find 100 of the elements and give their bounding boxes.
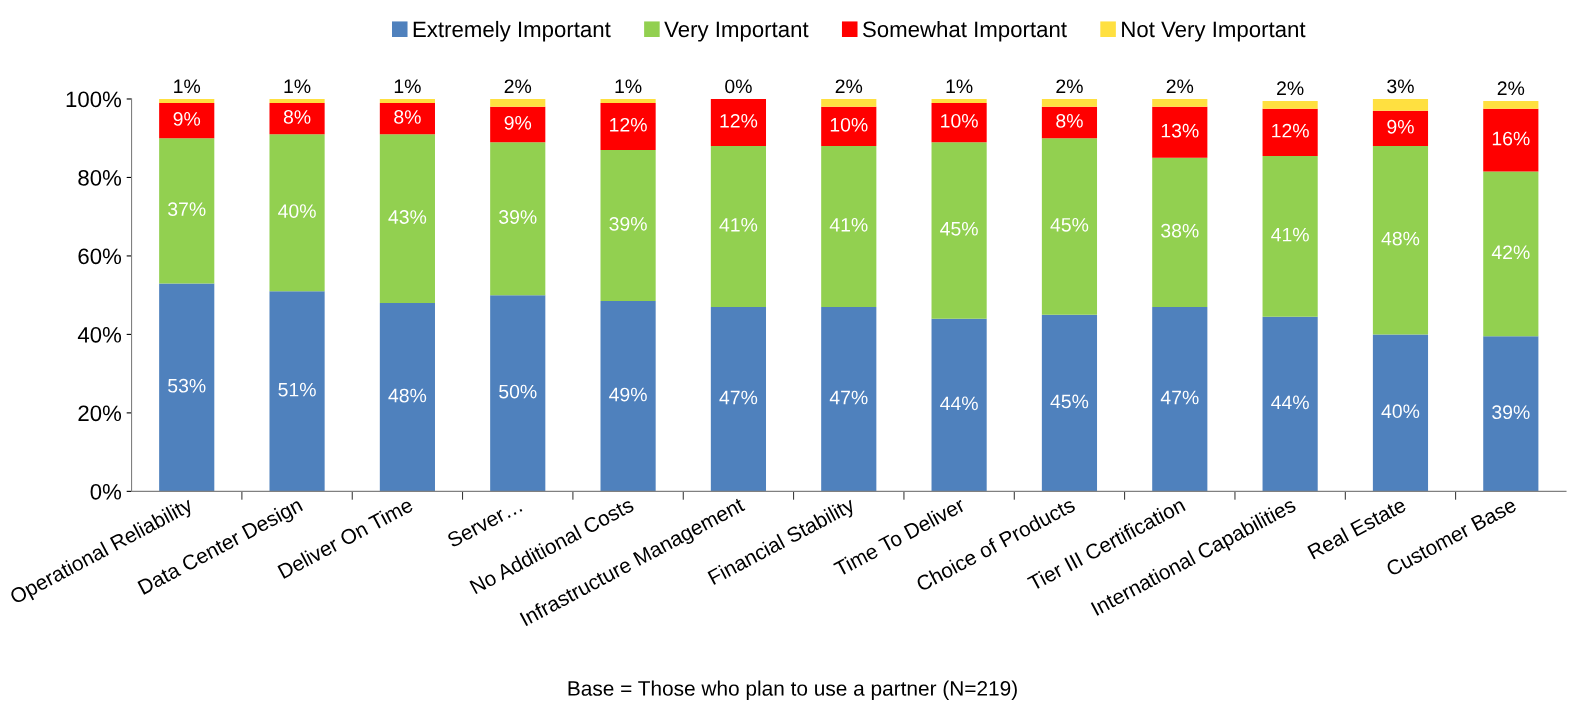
data-label: 42% xyxy=(1491,245,1530,260)
y-tick-label: 0% xyxy=(90,483,122,500)
data-label: 49% xyxy=(609,387,647,402)
bar xyxy=(1483,108,1539,172)
data-label: 2% xyxy=(1166,79,1194,94)
bar xyxy=(710,306,767,492)
data-label: 53% xyxy=(168,378,206,393)
bar xyxy=(821,106,877,147)
bar xyxy=(1483,171,1539,337)
data-label: 43% xyxy=(388,210,427,224)
bar xyxy=(1372,98,1429,111)
bar xyxy=(1152,306,1208,492)
data-label: 51% xyxy=(278,382,316,397)
bar xyxy=(821,146,877,307)
bar xyxy=(159,98,215,103)
bar xyxy=(159,102,215,139)
bar xyxy=(159,138,215,284)
bar xyxy=(159,283,215,492)
bar xyxy=(1483,100,1539,109)
bar xyxy=(931,318,987,492)
bar xyxy=(931,98,987,103)
data-label: 47% xyxy=(719,390,758,405)
bar xyxy=(490,106,546,143)
data-label: 48% xyxy=(388,388,427,403)
data-label: 8% xyxy=(394,110,421,124)
legend-label: Somewhat Important xyxy=(862,20,1067,42)
y-tick-label: 20% xyxy=(78,405,122,422)
y-tick-label: 60% xyxy=(78,248,122,265)
bar xyxy=(269,134,325,292)
text: Base = Those who plan to use a partner (N=219) xyxy=(568,680,1017,700)
bar xyxy=(1041,106,1098,139)
data-label: 38% xyxy=(1161,223,1199,238)
bar xyxy=(1262,155,1318,317)
data-label: 45% xyxy=(1050,394,1089,409)
data-label: 12% xyxy=(610,117,647,132)
data-label: 12% xyxy=(1272,123,1309,138)
data-label: 2% xyxy=(504,79,532,94)
bar xyxy=(490,295,546,492)
bar xyxy=(600,98,656,103)
bar xyxy=(269,102,325,135)
data-label: 48% xyxy=(1381,231,1420,246)
data-label: 10% xyxy=(830,117,868,132)
data-label: 9% xyxy=(173,112,201,126)
data-label: 50% xyxy=(499,384,537,399)
y-tick-label: 80% xyxy=(78,169,122,186)
legend-label: Extremely Important xyxy=(413,20,611,42)
data-label: 3% xyxy=(1387,79,1414,94)
data-label: 39% xyxy=(1492,405,1530,420)
data-label: 44% xyxy=(940,396,978,411)
data-label: 2% xyxy=(1277,81,1304,96)
bar xyxy=(931,142,987,319)
bar xyxy=(379,98,435,103)
data-label: 40% xyxy=(1381,404,1420,419)
data-label: 1% xyxy=(946,79,973,94)
data-label: 8% xyxy=(283,110,311,124)
bar xyxy=(1372,146,1429,335)
data-label: 1% xyxy=(394,79,421,94)
bar xyxy=(490,98,546,107)
bar xyxy=(710,98,767,147)
data-label: 8% xyxy=(1056,113,1083,128)
bar xyxy=(1262,100,1318,109)
bar xyxy=(379,303,435,492)
data-label: 45% xyxy=(940,221,978,236)
data-label: 2% xyxy=(1056,79,1083,94)
bar xyxy=(600,102,656,150)
bar xyxy=(600,301,656,492)
data-label: 0% xyxy=(725,79,752,94)
bar xyxy=(931,102,987,143)
bar xyxy=(1152,157,1208,307)
bar xyxy=(1041,98,1098,107)
bar xyxy=(1372,110,1429,147)
data-label: 16% xyxy=(1492,131,1530,146)
bar xyxy=(379,102,435,135)
legend-label: Very Important xyxy=(664,21,809,42)
bar xyxy=(600,149,656,302)
bar xyxy=(1483,336,1539,492)
data-label: 44% xyxy=(1271,395,1309,410)
y-tick-label: 100% xyxy=(66,91,122,108)
bar xyxy=(821,306,877,492)
bar xyxy=(1041,138,1098,315)
data-label: 39% xyxy=(609,216,647,231)
data-label: 10% xyxy=(941,113,978,128)
bar xyxy=(1262,108,1318,156)
data-label: 40% xyxy=(278,204,316,218)
data-label: 45% xyxy=(1050,218,1089,232)
data-label: 41% xyxy=(719,218,758,232)
data-label: 47% xyxy=(829,390,868,405)
bar xyxy=(1041,314,1098,492)
data-label: 41% xyxy=(1271,227,1309,242)
bar xyxy=(1152,98,1208,107)
bar xyxy=(821,98,877,107)
data-label: 1% xyxy=(284,79,311,94)
bar xyxy=(379,134,435,304)
data-label: 9% xyxy=(1387,119,1414,134)
bar xyxy=(269,291,325,492)
bar xyxy=(1152,106,1208,158)
data-label: 2% xyxy=(1497,81,1525,96)
data-label: 1% xyxy=(615,79,642,94)
data-label: 39% xyxy=(499,210,537,224)
data-label: 12% xyxy=(720,113,758,128)
